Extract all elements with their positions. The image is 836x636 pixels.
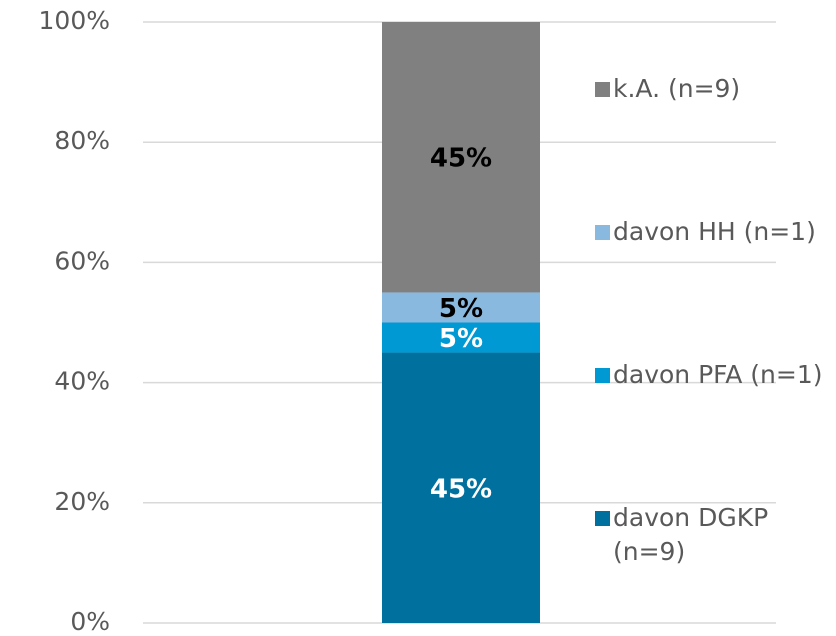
y-tick-label: 80% <box>54 126 110 155</box>
legend-label: davon PFA (n=1) <box>613 360 823 389</box>
legend-label: davon HH (n=1) <box>613 217 816 246</box>
legend-swatch <box>595 511 610 526</box>
y-tick-label: 20% <box>54 487 110 516</box>
y-tick-label: 0% <box>70 607 110 636</box>
legend-item: k.A. (n=9) <box>595 72 831 106</box>
legend-label: davon DGKP (n=9) <box>613 503 769 566</box>
bar-segment <box>382 352 540 623</box>
legend-swatch <box>595 82 610 97</box>
legend-item: davon PFA (n=1) <box>595 358 831 392</box>
legend-label: k.A. (n=9) <box>613 74 741 103</box>
y-tick-label: 100% <box>39 6 110 35</box>
value-label: 5% <box>439 294 483 324</box>
value-label: 5% <box>439 324 483 354</box>
legend-swatch <box>595 225 610 240</box>
value-label: 45% <box>430 144 492 174</box>
legend-item: davon HH (n=1) <box>595 215 831 249</box>
legend-item: davon DGKP (n=9) <box>595 501 831 569</box>
bar-segment <box>382 322 540 353</box>
y-tick-label: 40% <box>54 367 110 396</box>
legend-swatch <box>595 368 610 383</box>
value-label: 45% <box>430 474 492 504</box>
bar-segment <box>382 22 540 293</box>
y-tick-label: 60% <box>54 246 110 275</box>
bar-segment <box>382 292 540 323</box>
